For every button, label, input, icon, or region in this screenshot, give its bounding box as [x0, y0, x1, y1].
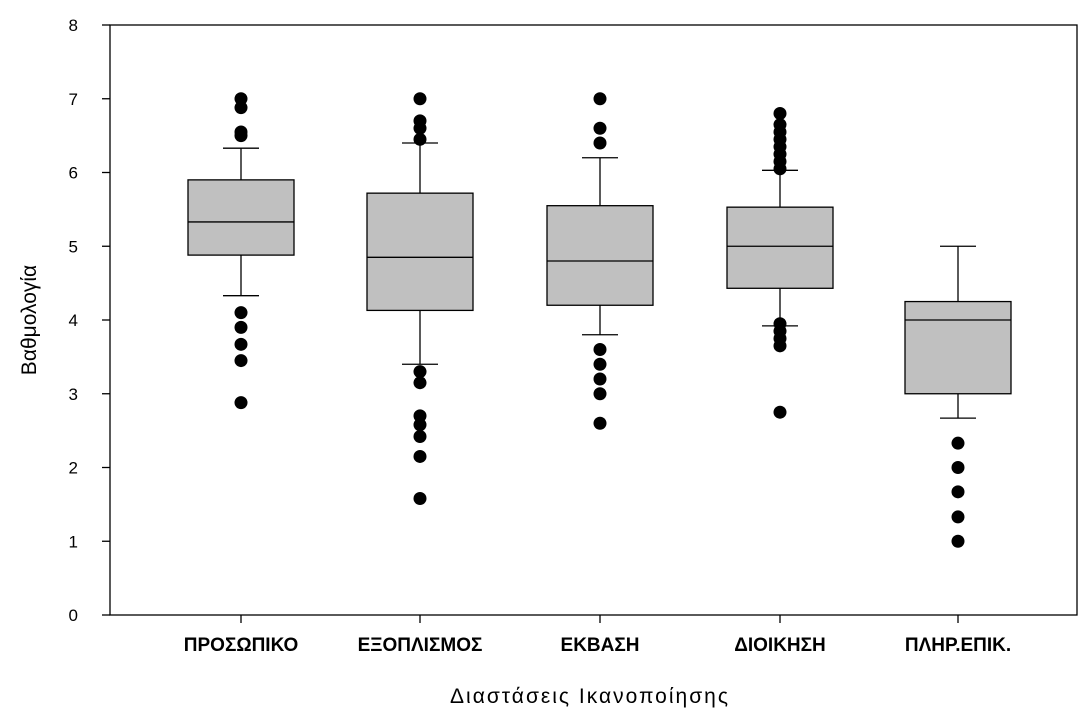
category-label: ΔΙΟΙΚΗΣΗ: [734, 635, 826, 656]
outlier-point: [773, 107, 787, 120]
box-4: [904, 245, 1012, 548]
outlier-point: [413, 491, 427, 505]
axes: 0 1 2 3 4 5 6 7 8 ΠΡΟΣΩΠΙΚΟ ΕΞΟΠΛΙΣΜΟΣ ΕΚΒΑΣΗ ΔΙΟΙΚΗ…: [69, 16, 1078, 656]
outlier-point: [413, 92, 427, 106]
outlier-point: [234, 337, 248, 351]
outlier-point: [951, 510, 965, 524]
iqr-box: [187, 179, 295, 256]
outlier-point: [951, 485, 965, 499]
outlier-point: [593, 92, 607, 106]
outlier-point: [413, 409, 427, 423]
y-tick-label: 1: [69, 532, 78, 551]
outlier-point: [593, 121, 607, 135]
y-tick-label: 8: [69, 16, 78, 35]
y-tick-label: 0: [69, 606, 78, 625]
outlier-point: [773, 405, 787, 419]
outlier-point: [234, 354, 248, 368]
outlier-point: [773, 317, 787, 331]
box-3: [726, 107, 834, 419]
y-tick-label: 4: [69, 311, 78, 330]
category-label: ΠΛΗΡ.ΕΠΙΚ.: [905, 635, 1011, 656]
outlier-point: [413, 114, 427, 128]
category-label: ΕΚΒΑΣΗ: [561, 635, 640, 656]
iqr-box: [366, 192, 474, 312]
outlier-point: [413, 132, 427, 146]
y-tick-label: 6: [69, 164, 78, 183]
y-tick-label: 7: [69, 90, 78, 109]
iqr-box: [904, 300, 1012, 395]
outlier-point: [234, 396, 248, 410]
y-tick-label: 2: [69, 459, 78, 478]
iqr-box: [546, 205, 654, 306]
outlier-point: [413, 430, 427, 444]
outlier-point: [951, 436, 965, 450]
outlier-point: [234, 125, 248, 139]
outlier-point: [593, 416, 607, 430]
box-1: [366, 92, 474, 505]
y-tick-label: 3: [69, 385, 78, 404]
outlier-point: [951, 461, 965, 474]
outlier-point: [773, 118, 787, 132]
outlier-point: [593, 387, 607, 401]
outlier-point: [413, 365, 427, 379]
outlier-point: [593, 372, 607, 386]
box-0: [187, 92, 295, 410]
outlier-point: [234, 92, 248, 106]
outlier-point: [593, 136, 607, 150]
x-axis-title: Διαστάσεις Ικανοποίησης: [450, 685, 730, 708]
outlier-point: [413, 376, 427, 390]
outlier-point: [234, 306, 248, 320]
outlier-point: [593, 357, 607, 371]
plot-area: [187, 92, 1012, 548]
category-label: ΠΡΟΣΩΠΙΚΟ: [184, 635, 298, 656]
outlier-point: [413, 449, 427, 463]
iqr-box: [726, 206, 834, 289]
y-axis-title: Βαθμολογία: [18, 265, 41, 375]
outlier-point: [593, 343, 607, 356]
box-2: [546, 92, 654, 430]
y-tick-label: 5: [69, 237, 78, 256]
outlier-point: [234, 320, 248, 334]
outlier-point: [951, 534, 965, 548]
category-label: ΕΞΟΠΛΙΣΜΟΣ: [358, 635, 483, 656]
